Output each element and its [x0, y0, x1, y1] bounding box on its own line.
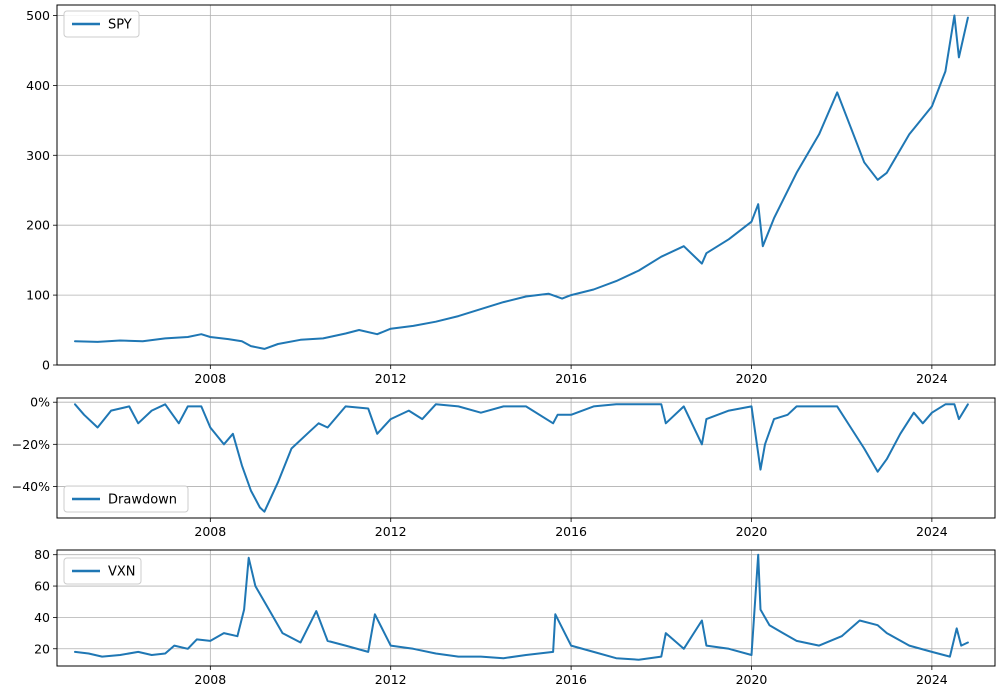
drawdown-chart: 2008 2012 2016 2020 2024 0% −20% −40% Drawdown — [12, 395, 996, 539]
y-tick-label: 200 — [26, 218, 50, 233]
x-tick-label: 2024 — [916, 371, 948, 386]
x-tick-label: 2020 — [736, 672, 768, 687]
drawdown-series-line — [74, 403, 969, 513]
x-tick-label: 2016 — [555, 371, 587, 386]
legend: SPY — [63, 10, 140, 38]
y-tick-label: 60 — [34, 579, 50, 594]
x-tick-label: 2012 — [375, 524, 407, 539]
x-tick-label: 2008 — [194, 672, 226, 687]
legend-label: Drawdown — [108, 493, 177, 508]
y-tick-label: −40% — [12, 479, 50, 494]
axes-frame — [56, 549, 996, 667]
legend: Drawdown — [63, 485, 189, 513]
axes-frame — [56, 4, 996, 366]
x-tick-label: 2020 — [736, 371, 768, 386]
y-tick-label: 80 — [34, 547, 50, 562]
legend-box — [63, 485, 189, 513]
y-tick-label: 0% — [30, 395, 50, 410]
legend: VXN — [63, 557, 142, 585]
axes-frame — [56, 397, 996, 519]
legend-box — [63, 10, 140, 38]
legend-label: VXN — [108, 565, 136, 580]
x-tick-label: 2024 — [916, 524, 948, 539]
y-tick-label: 100 — [26, 288, 50, 303]
x-tick-label: 2020 — [736, 524, 768, 539]
y-tick-label: 400 — [26, 78, 50, 93]
legend-label: SPY — [108, 18, 132, 33]
y-tick-label: 20 — [34, 641, 50, 656]
y-tick-label: 300 — [26, 148, 50, 163]
vxn-chart: 2008 2012 2016 2020 2024 20 40 60 80 VXN — [34, 547, 996, 687]
x-tick-label: 2008 — [194, 524, 226, 539]
legend-box — [63, 557, 142, 585]
vxn-series-line — [74, 553, 969, 661]
x-tick-label: 2016 — [555, 672, 587, 687]
x-tick-label: 2024 — [916, 672, 948, 687]
y-tick-label: 40 — [34, 610, 50, 625]
x-tick-label: 2012 — [375, 672, 407, 687]
x-tick-label: 2012 — [375, 371, 407, 386]
y-tick-label: 500 — [26, 8, 50, 23]
spy-price-chart: 2008 2012 2016 2020 2024 0 100 200 300 400 500 SPY — [26, 4, 996, 386]
y-tick-label: 0 — [42, 358, 50, 373]
x-tick-label: 2016 — [555, 524, 587, 539]
x-tick-label: 2008 — [194, 371, 226, 386]
spy-series-line — [74, 14, 969, 350]
y-tick-label: −20% — [12, 437, 50, 452]
